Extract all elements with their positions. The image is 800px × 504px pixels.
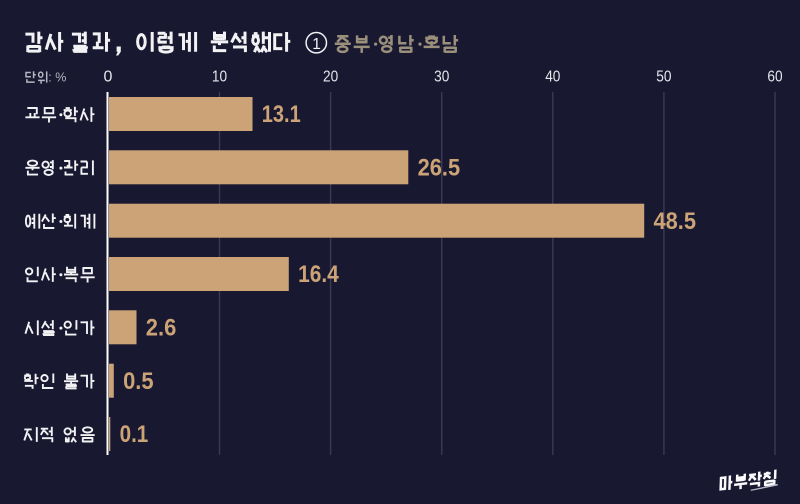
svg-text:20: 20 <box>323 69 338 86</box>
svg-text:2.6: 2.6 <box>146 315 177 342</box>
svg-text:0.5: 0.5 <box>123 368 154 395</box>
svg-text:50: 50 <box>656 69 671 86</box>
svg-text:: %: : % <box>48 70 66 84</box>
svg-text:1: 1 <box>312 36 321 53</box>
svg-text:13.1: 13.1 <box>262 101 301 128</box>
svg-text:10: 10 <box>212 69 227 86</box>
svg-text:0: 0 <box>104 69 113 86</box>
svg-text:16.4: 16.4 <box>298 261 339 288</box>
svg-text:30: 30 <box>434 69 449 86</box>
svg-text:40: 40 <box>545 69 560 86</box>
svg-text:26.5: 26.5 <box>418 155 461 182</box>
svg-text:48.5: 48.5 <box>654 208 697 235</box>
svg-text:60: 60 <box>767 69 782 86</box>
svg-text:0.1: 0.1 <box>120 421 149 448</box>
